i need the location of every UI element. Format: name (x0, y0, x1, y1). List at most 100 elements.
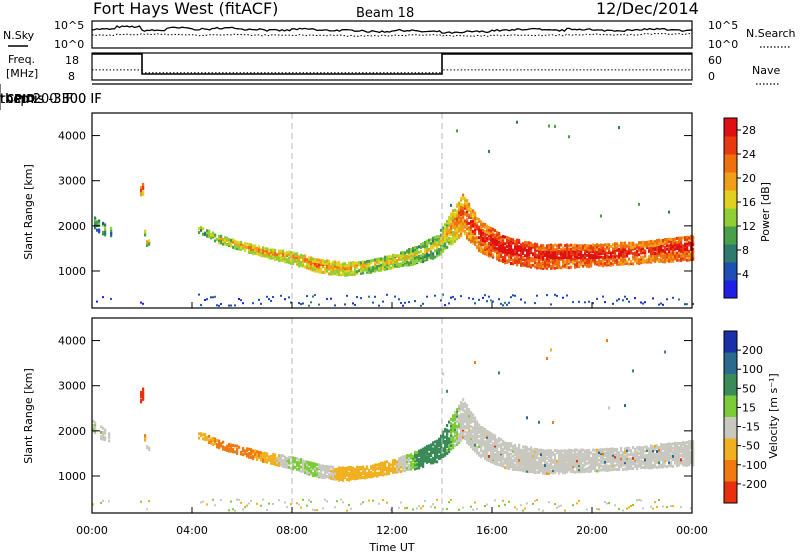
power-echo-cell (636, 257, 639, 261)
velocity-echo-cell (650, 447, 653, 451)
power-echo-cell (374, 264, 377, 268)
velocity-colorbar-tick-label: -100 (742, 459, 767, 472)
velocity-echo-cell (484, 434, 487, 438)
power-echo-cell (540, 253, 543, 257)
power-echo-cell (412, 251, 415, 255)
velocity-echo-cell (494, 449, 497, 453)
velocity-echo-cell (494, 447, 497, 451)
power-echo-cell (536, 247, 539, 251)
velocity-echo-cell (594, 454, 597, 458)
power-echo-cell (492, 255, 495, 259)
nsearch-tick-bottom: 10^0 (708, 38, 738, 51)
velocity-echo-cell (356, 477, 359, 480)
velocity-echo-cell (202, 433, 205, 437)
power-echo-cell (526, 248, 529, 252)
power-echo-cell (506, 236, 509, 239)
velocity-echo-cell (548, 467, 551, 471)
power-echo-cell (348, 270, 351, 274)
power-echo-cell (496, 243, 499, 247)
velocity-echo-cell (504, 441, 507, 445)
power-echo-cell (546, 264, 549, 268)
velocity-echo-cell (224, 446, 227, 450)
power-echo-cell (644, 244, 647, 248)
power-echo-cell (506, 241, 509, 245)
power-echo-cell (514, 244, 517, 248)
power-echo-cell (490, 246, 493, 250)
velocity-colorbar-swatch (724, 331, 737, 353)
power-echo-cell (664, 238, 667, 241)
velocity-echo-cell (454, 415, 457, 419)
power-echo-cell (568, 250, 571, 254)
velocity-echo-cell (526, 456, 529, 460)
power-echo-cell (284, 252, 287, 256)
velocity-echo-cell (460, 407, 463, 411)
power-echo-cell (546, 247, 549, 251)
velocity-ground-cell (642, 507, 644, 510)
power-echo-cell (312, 259, 315, 263)
velocity-echo-cell (470, 411, 473, 415)
velocity-echo-cell (514, 459, 517, 463)
velocity-echo-cell (300, 460, 303, 464)
velocity-echo-cell (422, 460, 425, 464)
velocity-echo-cell (566, 457, 569, 461)
power-echo-cell (688, 255, 691, 259)
power-echo-cell (610, 261, 613, 265)
cpid-label: CPID (6, 92, 35, 105)
velocity-echo-cell (484, 440, 487, 444)
velocity-echo-cell (620, 459, 623, 463)
velocity-echo-cell (448, 441, 451, 444)
power-colorbar-swatch (724, 262, 737, 281)
power-echo-cell (608, 257, 611, 261)
power-echo-cell (492, 253, 495, 257)
power-echo-cell (326, 267, 329, 271)
power-echo-cell (454, 227, 457, 231)
power-ground-cell (374, 295, 376, 298)
power-echo-cell (252, 247, 255, 251)
power-echo-cell (596, 243, 599, 247)
velocity-echo-cell (650, 455, 653, 459)
velocity-echo-cell (380, 467, 383, 470)
power-echo-cell (636, 253, 639, 257)
velocity-echo-cell (476, 429, 479, 432)
velocity-echo-cell (520, 456, 523, 460)
power-echo-cell (400, 253, 403, 257)
power-echo-cell (448, 215, 451, 219)
velocity-echo-cell (560, 465, 563, 469)
power-ground-cell (618, 298, 620, 301)
velocity-echo-cell (462, 404, 465, 408)
velocity-echo-cell (376, 467, 379, 471)
velocity-echo-cell (300, 465, 303, 469)
power-echo-cell (414, 256, 417, 260)
velocity-colorbar-swatch (724, 481, 737, 504)
velocity-echo-cell (396, 470, 399, 474)
velocity-echo-cell (274, 453, 277, 457)
power-echo-cell (494, 246, 497, 250)
power-echo-cell (490, 232, 493, 236)
power-echo-cell (650, 243, 653, 247)
power-echo-cell (552, 256, 555, 260)
power-echo-cell (380, 263, 383, 267)
power-echo-cell (548, 251, 551, 255)
velocity-echo-cell (602, 467, 605, 471)
power-echo-cell (464, 200, 467, 204)
velocity-echo-cell (636, 450, 639, 454)
velocity-echo-cell (662, 443, 665, 447)
power-echo-cell (432, 252, 435, 256)
power-echo-cell (656, 249, 659, 253)
power-echo-cell (596, 250, 599, 254)
power-echo-cell (462, 216, 465, 220)
power-echo-cell (470, 211, 473, 215)
power-echo-cell (570, 254, 573, 258)
power-echo-cell (424, 253, 427, 257)
velocity-echo-cell (684, 451, 687, 455)
velocity-echo-cell (352, 470, 355, 474)
power-echo-cell (414, 262, 417, 266)
power-echo-cell (552, 258, 555, 262)
power-echo-cell (642, 245, 645, 248)
power-echo-cell (506, 253, 509, 257)
power-echo-cell (510, 251, 513, 255)
velocity-echo-cell (518, 448, 521, 452)
velocity-echo-cell (590, 457, 593, 460)
power-echo-cell (554, 266, 557, 270)
